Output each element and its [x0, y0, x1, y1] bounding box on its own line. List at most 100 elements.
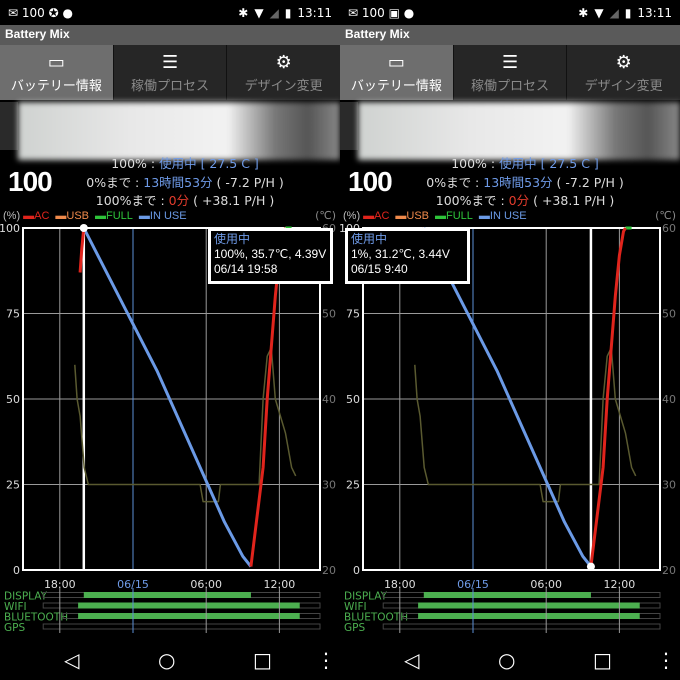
cursor-point [586, 562, 595, 571]
legend-label: USB [406, 210, 430, 222]
battery-chart[interactable]: 0255075100203040506018:0006/1506:0012:00… [0, 205, 340, 635]
y-tick-left: 100 [0, 222, 20, 235]
ad-banner-blurred[interactable] [358, 102, 680, 160]
phone-screen: ✉ 100 ▣ ● ✱ ▼ ◢ ▮ 13:11 Battery Mix ▭ バッテリー情報… [340, 0, 680, 680]
tab-processes[interactable]: ☰ 稼働プロセス [112, 45, 227, 100]
battery-chart[interactable]: 0255075100203040506018:0006/1506:0012:00… [340, 205, 680, 635]
activity-label: GPS [344, 622, 365, 634]
activity-track [382, 623, 661, 630]
tooltip-state: 使用中 [351, 232, 388, 246]
bluetooth-icon: ✱ [238, 5, 249, 20]
time-to-empty: 0%まで : 13時間53分 ( -7.2 P/H ) [400, 172, 650, 191]
y-tick-right: 50 [662, 308, 676, 321]
activity-bar [83, 592, 251, 598]
back-button[interactable]: ◁ [64, 648, 80, 672]
nav-bar: ◁ ○ □ ⋮ [0, 640, 340, 680]
battery-level: 100 [8, 166, 53, 197]
home-button[interactable]: ○ [498, 648, 516, 672]
wifi-icon: ▼ [594, 5, 604, 20]
battery-icon: ▭ [387, 52, 405, 73]
label: 100%まで : [95, 193, 169, 208]
x-tick: 12:00 [264, 578, 296, 591]
activity-label: BLUETOOTH [344, 612, 408, 624]
unit-left: (%) [3, 210, 21, 222]
legend-item: ▬AC [23, 210, 50, 222]
list-icon: ☰ [161, 52, 179, 73]
tab-label: デザイン変更 [584, 79, 663, 94]
tab-processes[interactable]: ☰ 稼働プロセス [452, 45, 567, 100]
gear-icon: ⚙ [275, 52, 292, 73]
activity-label: WIFI [344, 601, 367, 613]
signal-icon: ◢ [269, 5, 279, 20]
menu-button[interactable]: ⋮ [316, 648, 336, 672]
tooltip-datetime: 06/14 19:58 [214, 262, 278, 276]
plot-border [22, 227, 321, 571]
tab-design[interactable]: ⚙ デザイン変更 [566, 45, 680, 100]
activity-label: DISPLAY [4, 591, 48, 603]
legend-label: AC [34, 210, 50, 222]
status-bar: ✉ 100 ✪ ● ✱ ▼ ◢ ▮ 13:11 [0, 0, 340, 25]
y-tick-left: 75 [6, 308, 20, 321]
y-tick-left: 75 [346, 308, 360, 321]
legend-item: ▬AC [363, 210, 390, 222]
activity-bar [418, 602, 640, 609]
x-tick: 18:00 [384, 578, 416, 591]
ad-edge [0, 102, 18, 150]
series-in-use [82, 227, 253, 568]
value: 0分 [168, 193, 190, 208]
tab-bar: ▭ バッテリー情報 ☰ 稼働プロセス ⚙ デザイン変更 [0, 45, 340, 100]
series-temperature [414, 346, 637, 503]
phone-screen: ✉ 100 ✪ ● ✱ ▼ ◢ ▮ 13:11 Battery Mix ▭ バッテリー情報… [0, 0, 340, 680]
x-tick: 06/15 [457, 578, 489, 591]
status-bar: ✉ 100 ▣ ● ✱ ▼ ◢ ▮ 13:11 [340, 0, 680, 25]
notification-icons: ✉ 100 ▣ ● [348, 5, 415, 20]
activity-label: BLUETOOTH [4, 612, 68, 624]
chart-legend: (%) ▬AC ▬USB ▬FULL ▬IN USE [343, 210, 536, 222]
tab-battery-info[interactable]: ▭ バッテリー情報 [0, 45, 113, 100]
notification-icons: ✉ 100 ✪ ● [8, 5, 73, 20]
activity-bar [423, 592, 591, 598]
legend-label: FULL [106, 210, 133, 222]
rate: ( +38.1 P/H ) [529, 193, 615, 208]
y-tick-right: 40 [322, 393, 336, 406]
tooltip-datetime: 06/15 9:40 [351, 262, 408, 276]
tab-label: 稼働プロセス [471, 79, 550, 94]
tab-design[interactable]: ⚙ デザイン変更 [226, 45, 340, 100]
legend-label: AC [374, 210, 390, 222]
legend-item: ▬IN USE [478, 210, 527, 222]
ad-banner-blurred[interactable] [18, 102, 340, 160]
legend-item: ▬USB [395, 210, 430, 222]
rate: ( +38.1 P/H ) [189, 193, 275, 208]
legend-item: ▬USB [55, 210, 90, 222]
tooltip-values: 1%, 31.2℃, 3.44V [351, 247, 450, 261]
back-button[interactable]: ◁ [404, 648, 420, 672]
unit-left: (%) [343, 210, 361, 222]
recents-button[interactable]: □ [593, 648, 612, 672]
tooltip-state: 使用中 [214, 232, 251, 246]
tab-label: デザイン変更 [244, 79, 323, 94]
menu-button[interactable]: ⋮ [656, 648, 676, 672]
y-tick-right: 20 [662, 564, 676, 577]
nav-bar: ◁ ○ □ ⋮ [340, 640, 680, 680]
cursor-point [79, 224, 88, 232]
legend-item: ▬IN USE [138, 210, 187, 222]
battery-icon: ▭ [47, 52, 65, 73]
bluetooth-icon: ✱ [578, 5, 589, 20]
time-to-empty: 0%まで : 13時間53分 ( -7.2 P/H ) [60, 172, 310, 191]
rate: ( -7.2 P/H ) [552, 175, 624, 190]
plot-border [362, 227, 661, 571]
value: 0分 [508, 193, 530, 208]
y-tick-left: 25 [346, 479, 360, 492]
tab-label: バッテリー情報 [10, 79, 102, 94]
activity-bar [418, 613, 640, 619]
status-line: 100% : 使用中 [ 27.5 C ] [60, 153, 310, 172]
tab-battery-info[interactable]: ▭ バッテリー情報 [340, 45, 453, 100]
y-tick-right: 30 [322, 479, 336, 492]
home-button[interactable]: ○ [158, 648, 176, 672]
x-tick: 06:00 [530, 578, 562, 591]
y-tick-left: 0 [353, 564, 360, 577]
status-line: 100% : 使用中 [ 27.5 C ] [400, 153, 650, 172]
value: 使用中 [ 27.5 C ] [159, 156, 259, 171]
time-to-full: 100%まで : 0分 ( +38.1 P/H ) [60, 190, 310, 209]
recents-button[interactable]: □ [253, 648, 272, 672]
